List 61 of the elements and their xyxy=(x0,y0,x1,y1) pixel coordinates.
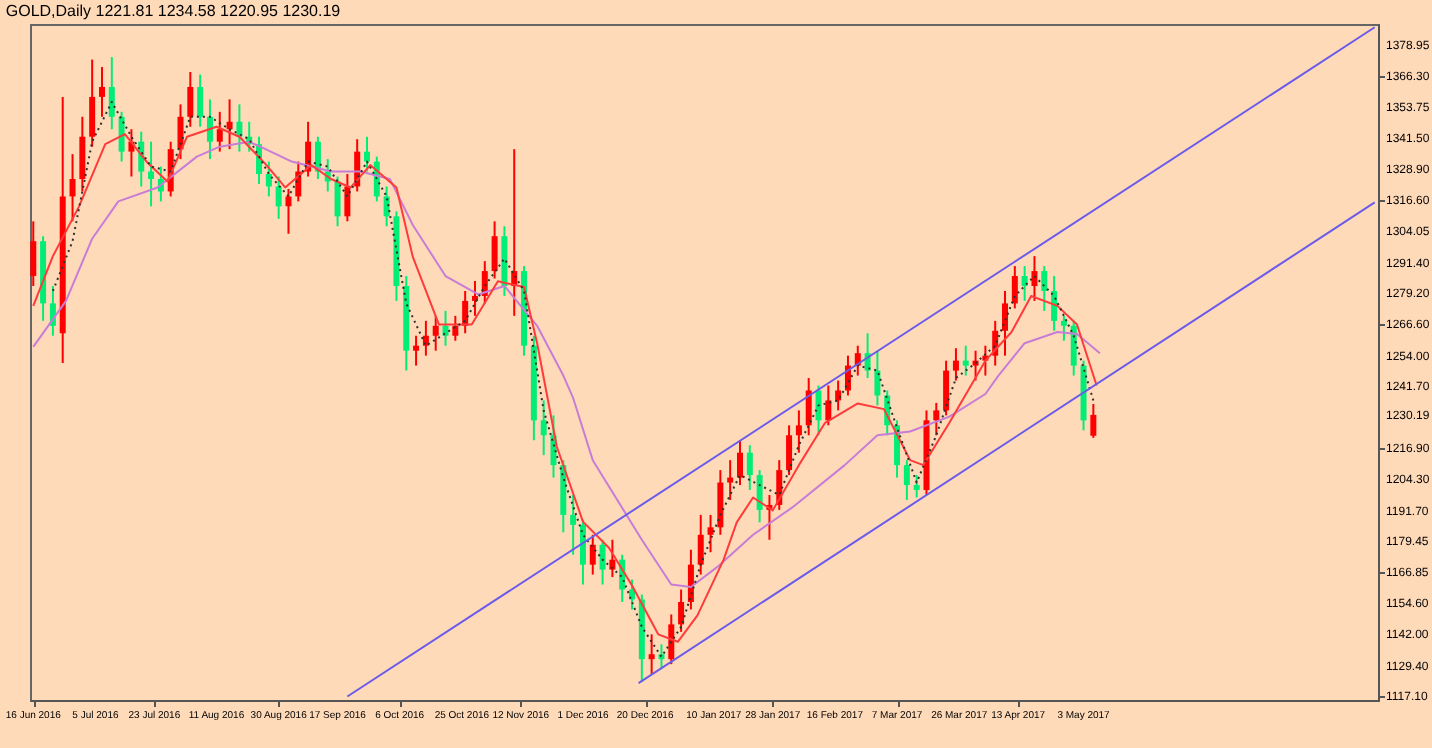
candlestick xyxy=(746,444,753,492)
candlestick xyxy=(668,613,675,666)
candlestick xyxy=(1060,314,1067,342)
candlestick xyxy=(1002,289,1009,357)
candlestick xyxy=(265,160,272,198)
candlestick xyxy=(216,110,223,153)
candlestick xyxy=(226,98,233,151)
candlestick xyxy=(825,384,832,427)
candlestick xyxy=(727,459,734,501)
candlestick xyxy=(835,379,842,412)
candlestick xyxy=(1041,265,1048,312)
candlestick xyxy=(795,409,802,454)
candlestick xyxy=(648,633,655,676)
candlestick xyxy=(275,175,282,220)
candlestick xyxy=(707,513,714,554)
candlestick xyxy=(678,588,685,633)
candlestick xyxy=(344,173,351,223)
candlestick xyxy=(943,359,950,417)
candlestick xyxy=(736,439,743,487)
candlestick xyxy=(108,56,115,131)
candlestick xyxy=(815,384,822,437)
candlestick xyxy=(442,309,449,347)
candlestick xyxy=(903,459,910,501)
candlestick xyxy=(540,399,547,457)
candlestick xyxy=(89,58,96,148)
candlestick xyxy=(285,187,292,235)
candlestick xyxy=(30,220,37,287)
candlestick xyxy=(570,493,577,556)
candlestick xyxy=(432,314,439,352)
candlestick xyxy=(962,344,969,377)
candlestick xyxy=(805,377,812,437)
candlestick xyxy=(148,140,155,208)
candlestick xyxy=(491,220,498,280)
candlestick xyxy=(933,401,940,437)
candlestick xyxy=(452,314,459,342)
candlestick xyxy=(952,347,959,382)
candlestick xyxy=(599,538,606,586)
candlestick xyxy=(334,175,341,228)
candlestick xyxy=(79,115,86,193)
candlestick xyxy=(786,424,793,477)
candlestick xyxy=(197,73,204,128)
candlestick xyxy=(206,98,213,161)
candlestick xyxy=(1011,265,1018,310)
candlestick xyxy=(874,349,881,407)
candlestick xyxy=(589,533,596,576)
candlestick xyxy=(1031,255,1038,302)
candlestick xyxy=(1070,319,1077,377)
candlestick xyxy=(1090,402,1097,439)
candlestick xyxy=(717,469,724,536)
candlestick xyxy=(364,135,370,173)
candlestick xyxy=(98,66,105,118)
candlestick xyxy=(609,538,616,579)
candlestick xyxy=(697,513,704,576)
candlestick xyxy=(413,334,420,367)
candlestick xyxy=(69,153,76,223)
candlestick xyxy=(913,474,920,499)
chart-title: GOLD,Daily 1221.81 1234.58 1220.95 1230.19 xyxy=(5,2,342,20)
candlestick xyxy=(1021,265,1028,302)
candlestick xyxy=(383,185,390,228)
candlestick xyxy=(187,71,194,128)
candlestick xyxy=(471,280,478,317)
